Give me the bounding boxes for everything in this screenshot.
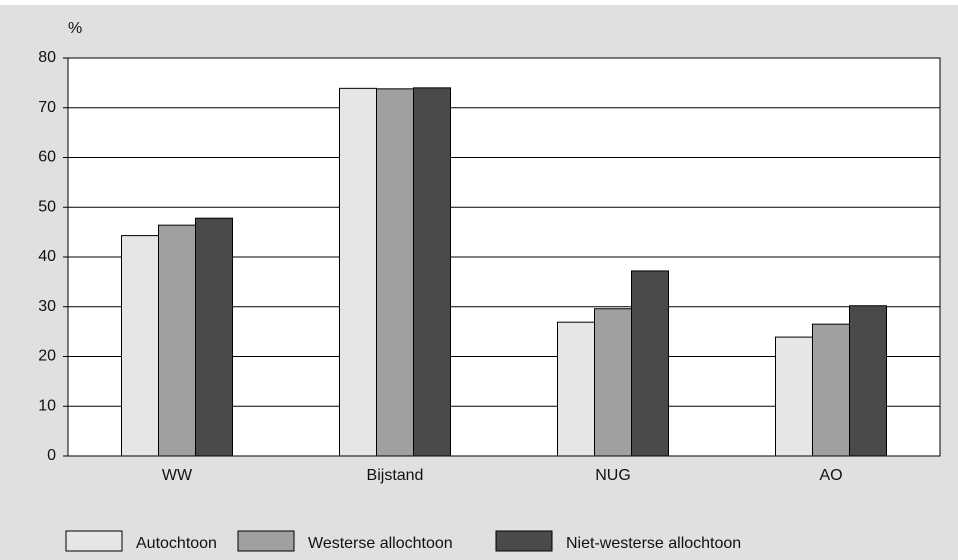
legend-label: Niet-westerse allochtoon: [566, 535, 741, 552]
y-tick-label: 30: [38, 298, 56, 315]
y-tick-label: 0: [47, 447, 56, 464]
bar: [849, 305, 887, 457]
y-tick-label: 70: [38, 99, 56, 116]
legend-label: Westerse allochtoon: [308, 535, 453, 552]
y-tick-label: 60: [38, 149, 56, 166]
bar: [631, 270, 669, 457]
bar: [339, 87, 377, 457]
bar: [158, 224, 196, 457]
bar: [376, 88, 414, 457]
bar: [413, 87, 451, 457]
y-tick-label: 80: [38, 49, 56, 66]
legend-label: Autochtoon: [136, 535, 217, 552]
x-tick-label: NUG: [595, 467, 631, 484]
bar: [195, 217, 233, 457]
y-tick-label: 20: [38, 348, 56, 365]
bar: [812, 323, 850, 457]
x-tick-label: Bijstand: [367, 467, 424, 484]
legend-swatch: [495, 530, 553, 552]
y-unit: %: [68, 20, 82, 37]
y-tick-label: 40: [38, 248, 56, 265]
bar: [594, 308, 632, 457]
bar: [121, 235, 159, 457]
x-tick-label: WW: [162, 467, 193, 484]
legend-swatch: [237, 530, 295, 552]
bar: [775, 336, 813, 457]
y-tick-label: 50: [38, 198, 56, 215]
x-tick-label: AO: [819, 467, 842, 484]
bar: [557, 321, 595, 457]
legend-swatch: [65, 530, 123, 552]
y-tick-label: 10: [38, 397, 56, 414]
